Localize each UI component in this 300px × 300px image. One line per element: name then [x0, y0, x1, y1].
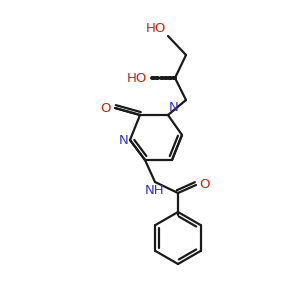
Text: NH: NH [145, 184, 165, 197]
Text: O: O [100, 101, 111, 115]
Text: HO: HO [146, 22, 166, 35]
Text: HO: HO [127, 71, 147, 85]
Text: O: O [199, 178, 209, 190]
Text: N: N [169, 101, 179, 114]
Text: N: N [118, 134, 128, 146]
